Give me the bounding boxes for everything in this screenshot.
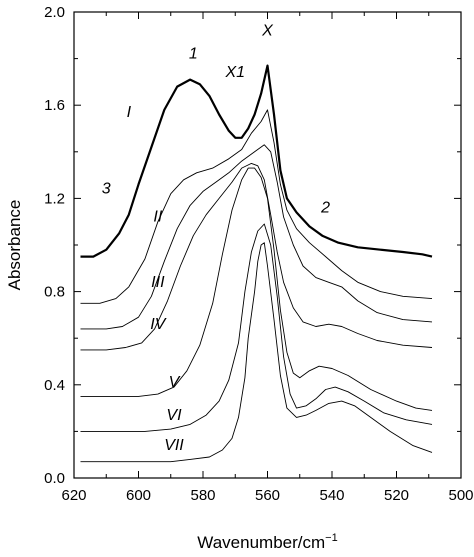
series-lines: [80, 64, 433, 463]
series-line-ii: [80, 109, 433, 304]
curve-label: X: [261, 22, 274, 39]
x-axis-title-superscript: −1: [325, 532, 338, 544]
curve-label: II: [153, 209, 162, 226]
y-axis-title: Absorbance: [5, 200, 24, 291]
plot-area: [73, 11, 462, 479]
plot-frame: [73, 11, 462, 479]
curve-label: 3: [102, 181, 111, 198]
x-tick-label: 500: [448, 487, 473, 504]
curve-label: III: [151, 274, 165, 291]
series-line-iii: [80, 144, 433, 330]
series-line-vi: [80, 223, 433, 432]
x-tick-label: 600: [126, 487, 151, 504]
x-tick-label: 580: [190, 487, 215, 504]
x-tick-label: 520: [384, 487, 409, 504]
x-axis-title: Wavenumber/cm−1: [197, 532, 337, 552]
curve-label: VII: [164, 437, 184, 454]
y-tick-label: 0.4: [44, 377, 65, 394]
series-line-v: [80, 167, 433, 411]
curve-label: IV: [150, 316, 166, 333]
curve-label: V: [169, 374, 181, 391]
curve-label: 2: [320, 199, 330, 216]
y-tick-label: 1.2: [44, 190, 65, 207]
y-tick-label: 1.6: [44, 97, 65, 114]
curve-label: 1: [189, 46, 198, 63]
x-axis-title-text: Wavenumber/cm: [197, 533, 325, 552]
x-tick-label: 620: [61, 487, 86, 504]
tick-labels: 620 600 580 560 540 520 500 0.0 0.4 0.8 1.2 1.6 2.0: [44, 4, 473, 504]
y-tick-label: 0.8: [44, 284, 65, 301]
curve-label: X1: [224, 64, 245, 81]
series-line-i: [80, 64, 433, 258]
x-tick-label: 540: [319, 487, 344, 504]
curve-label: VI: [166, 407, 182, 424]
y-tick-label: 0.0: [44, 470, 65, 487]
y-tick-label: 2.0: [44, 4, 65, 21]
axis-ticks: [73, 11, 462, 479]
series-line-vii: [80, 242, 433, 463]
x-tick-label: 560: [255, 487, 280, 504]
series-line-iv: [80, 162, 433, 351]
curve-label: I: [127, 104, 132, 121]
